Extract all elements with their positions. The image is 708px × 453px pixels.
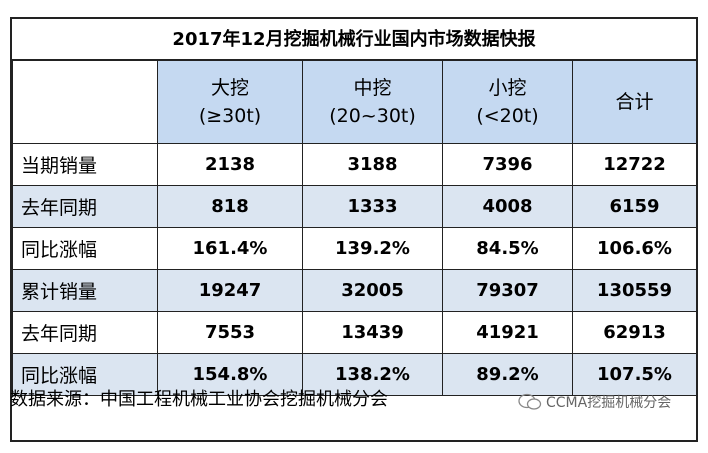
data-cell: 6159 — [572, 185, 697, 228]
wechat-icon — [518, 393, 542, 410]
data-cell: 3188 — [302, 143, 443, 186]
header-cell — [12, 60, 158, 144]
header-cell: 大挖 (≥30t) — [157, 60, 303, 144]
data-cell: 62913 — [572, 311, 697, 354]
data-cell: 89.2% — [442, 353, 573, 396]
row-label: 去年同期 — [12, 311, 158, 354]
data-cell: 12722 — [572, 143, 697, 186]
table-frame: 2017年12月挖掘机械行业国内市场数据快报 大挖 (≥30t) 中挖 (20~30t… — [10, 17, 698, 442]
row-label: 当期销量 — [12, 143, 158, 186]
data-cell: 130559 — [572, 269, 697, 312]
header-name: 中挖 — [353, 77, 392, 99]
header-name: 小挖 — [488, 77, 527, 99]
data-cell: 106.6% — [572, 227, 697, 270]
header-spec: (<20t) — [476, 105, 539, 127]
data-cell: 41921 — [442, 311, 573, 354]
data-cell: 4008 — [442, 185, 573, 228]
data-cell: 2138 — [157, 143, 303, 186]
data-cell: 32005 — [302, 269, 443, 312]
header-cell: 中挖 (20~30t) — [302, 60, 443, 144]
watermark-text: CCMA挖掘机械分会 — [546, 395, 672, 411]
header-spec: (20~30t) — [329, 105, 416, 127]
data-cell: 13439 — [302, 311, 443, 354]
data-row: 去年同期 818 1333 4008 6159 — [12, 185, 697, 228]
data-row: 累计销量 19247 32005 79307 130559 — [12, 269, 697, 312]
header-cell: 合计 — [572, 60, 697, 144]
data-row: 当期销量 2138 3188 7396 12722 — [12, 143, 697, 186]
data-cell: 19247 — [157, 269, 303, 312]
source-note: 数据来源：中国工程机械工业协会挖掘机械分会 — [10, 389, 388, 410]
header-row: 大挖 (≥30t) 中挖 (20~30t) 小挖 (<20t) 合计 — [12, 60, 697, 144]
row-label: 累计销量 — [12, 269, 158, 312]
header-name: 大挖 — [210, 77, 249, 99]
table-title: 2017年12月挖掘机械行业国内市场数据快报 — [12, 19, 696, 60]
header-name: 合计 — [615, 91, 654, 113]
row-label: 同比涨幅 — [12, 353, 158, 396]
data-cell: 818 — [157, 185, 303, 228]
row-label: 去年同期 — [12, 185, 158, 228]
header-cell: 小挖 (<20t) — [442, 60, 573, 144]
data-table: 大挖 (≥30t) 中挖 (20~30t) 小挖 (<20t) 合计当期销量 2138 3188… — [12, 60, 697, 396]
data-cell: 7396 — [442, 143, 573, 186]
data-cell: 79307 — [442, 269, 573, 312]
data-cell: 161.4% — [157, 227, 303, 270]
data-row: 去年同期 7553 13439 41921 62913 — [12, 311, 697, 354]
data-cell: 138.2% — [302, 353, 443, 396]
header-spec: (≥30t) — [198, 105, 262, 127]
data-cell: 1333 — [302, 185, 443, 228]
data-cell: 139.2% — [302, 227, 443, 270]
data-cell: 84.5% — [442, 227, 573, 270]
data-row: 同比涨幅 154.8% 138.2% 89.2% 107.5% — [12, 353, 697, 396]
data-cell: 107.5% — [572, 353, 697, 396]
data-cell: 7553 — [157, 311, 303, 354]
data-row: 同比涨幅 161.4% 139.2% 84.5% 106.6% — [12, 227, 697, 270]
row-label: 同比涨幅 — [12, 227, 158, 270]
watermark: CCMA挖掘机械分会 — [518, 392, 671, 412]
